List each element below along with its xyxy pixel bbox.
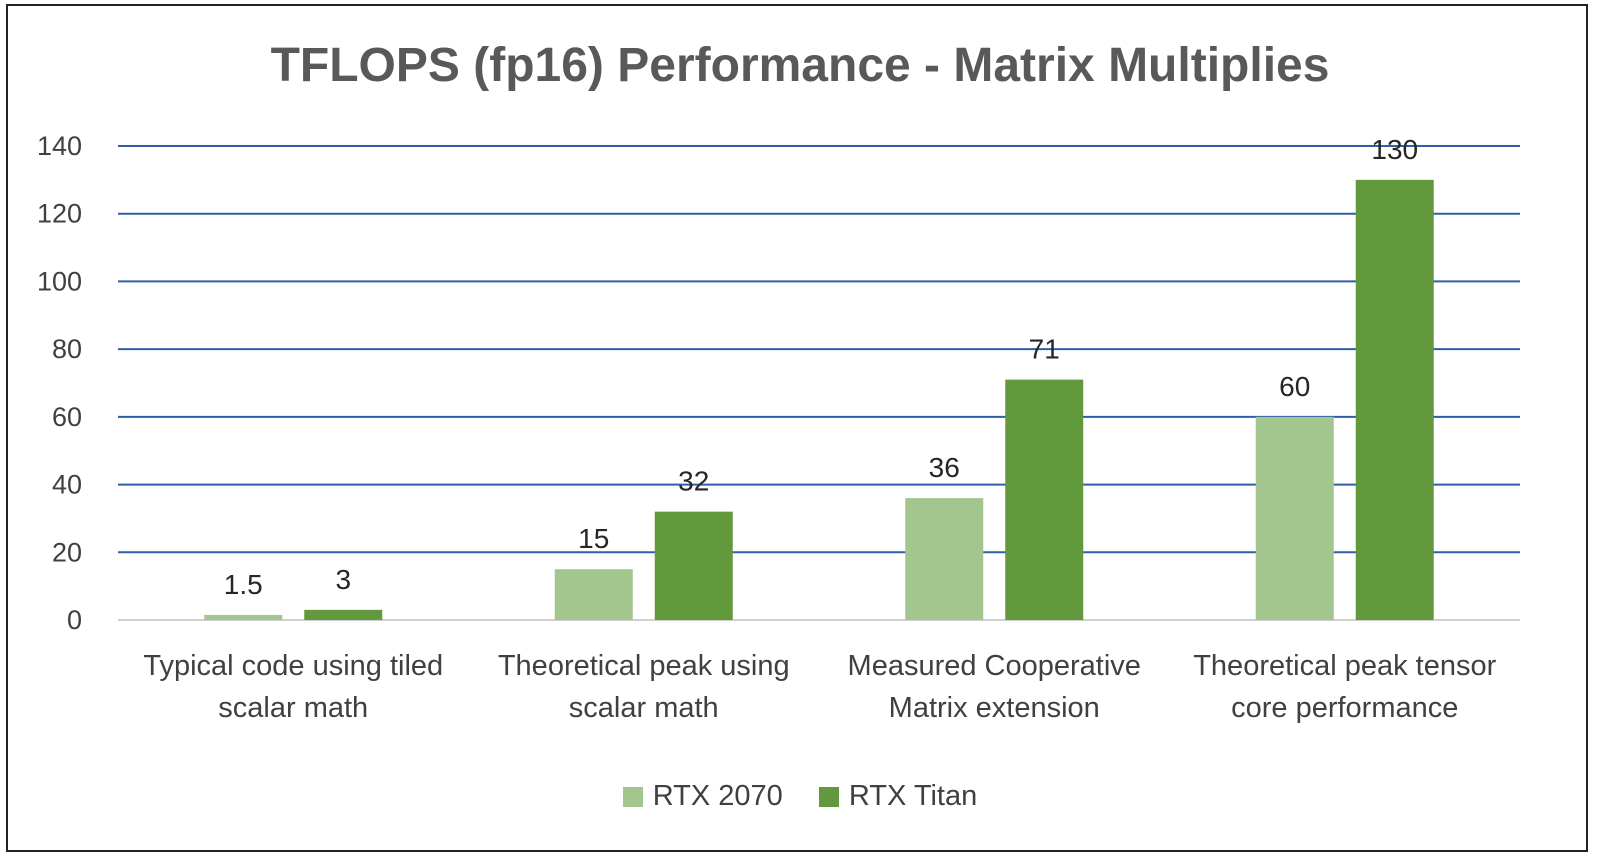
data-label: 60: [1279, 371, 1310, 402]
category-label: Typical code using tiled: [143, 650, 443, 682]
legend-label-rtx-titan: RTX Titan: [848, 780, 978, 812]
category-label: Theoretical peak tensor: [1193, 650, 1496, 682]
legend-swatch-rtx-titan: [818, 786, 839, 807]
data-label: 130: [1371, 134, 1418, 165]
y-tick-label: 100: [37, 266, 82, 296]
bar: [204, 614, 283, 620]
legend-label-rtx-2070: RTX 2070: [652, 780, 783, 812]
category-label: core performance: [1231, 692, 1458, 724]
chart-title: TFLOPS (fp16) Performance - Matrix Multi…: [270, 39, 1330, 92]
category-label: Measured Cooperative: [848, 650, 1141, 682]
category-label: scalar math: [569, 692, 719, 724]
data-label: 1.5: [224, 569, 263, 600]
bar: [654, 511, 733, 620]
category-label: Theoretical peak using: [498, 650, 790, 682]
bar: [1355, 179, 1434, 620]
data-label: 15: [578, 523, 609, 554]
y-tick-label: 60: [52, 402, 82, 432]
category-label: Matrix extension: [889, 692, 1100, 724]
category-label: scalar math: [218, 692, 368, 724]
legend-swatch-rtx-2070: [622, 786, 643, 807]
y-tick-label: 120: [37, 199, 82, 229]
y-tick-label: 0: [67, 605, 82, 635]
bar: [554, 569, 633, 620]
y-tick-label: 140: [37, 131, 82, 161]
bar: [905, 498, 984, 620]
y-tick-label: 20: [52, 537, 82, 567]
bar: [1005, 379, 1084, 620]
legend-item-rtx-2070: RTX 2070: [622, 780, 783, 813]
y-tick-label: 80: [52, 334, 82, 364]
data-label: 36: [929, 452, 960, 483]
y-tick-label: 40: [52, 470, 82, 500]
legend: RTX 2070 RTX Titan: [0, 780, 1600, 813]
data-label: 71: [1029, 334, 1060, 365]
data-label: 3: [335, 564, 351, 595]
legend-item-rtx-titan: RTX Titan: [818, 780, 978, 813]
bar: [304, 609, 383, 620]
data-label: 32: [678, 466, 709, 497]
bar: [1255, 416, 1334, 620]
